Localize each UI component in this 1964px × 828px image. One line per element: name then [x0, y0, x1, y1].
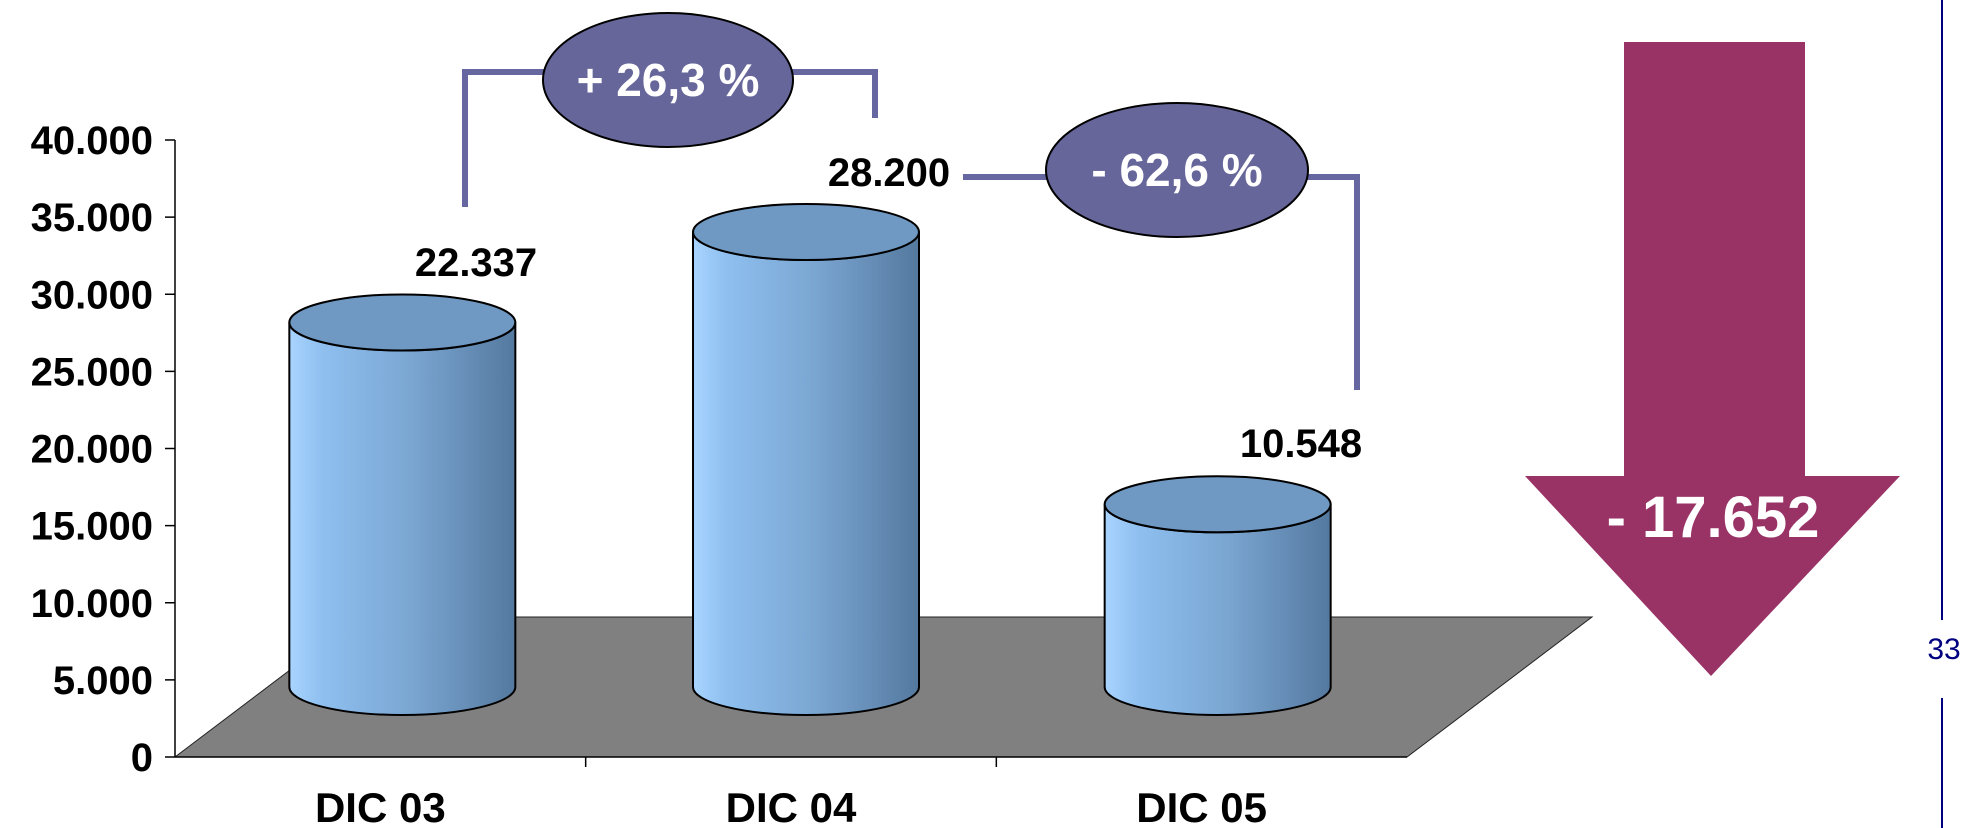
y-tick-label: 40.000 [31, 119, 153, 163]
bar-top [692, 203, 920, 262]
y-tick-label: 30.000 [31, 273, 153, 317]
bubble-change-03-04 [542, 12, 794, 148]
x-tick-label: DIC 04 [726, 784, 857, 828]
page-number: 33 [1927, 633, 1960, 666]
bubble-change-04-05 [1045, 102, 1309, 238]
bar-top [1103, 475, 1332, 534]
x-tick-label: DIC 05 [1136, 784, 1267, 828]
bar-body [288, 322, 517, 716]
y-tick-label: 35.000 [31, 196, 153, 240]
x-tick-label: DIC 03 [315, 784, 446, 828]
y-tick-label: 10.000 [31, 582, 153, 626]
y-tick-label: 0 [131, 736, 153, 780]
total-change-label: - 17.652 [1607, 485, 1820, 550]
bar-dic04 [692, 203, 920, 716]
total-change-arrow [1525, 42, 1900, 676]
bar-body [692, 231, 920, 716]
value-label-dic04: 28.200 [828, 151, 950, 195]
bar-dic03 [288, 293, 517, 716]
value-label-dic05: 10.548 [1240, 422, 1362, 466]
y-tick-label: 5.000 [53, 659, 153, 703]
value-label-dic03: 22.337 [415, 241, 537, 285]
bar-top [288, 293, 517, 352]
bar-body [1103, 504, 1332, 716]
y-ticks: 0 5.000 10.000 15.000 20.000 25.000 30.000 35.0… [31, 119, 175, 780]
y-tick-label: 15.000 [31, 505, 153, 549]
bars [288, 203, 1332, 716]
change-label-04-05: - 62,6 % [1091, 144, 1262, 196]
bar-dic05 [1103, 475, 1332, 716]
change-label-03-04: + 26,3 % [577, 54, 760, 106]
y-tick-label: 20.000 [31, 428, 153, 472]
y-tick-label: 25.000 [31, 350, 153, 394]
x-ticks: DIC 03 DIC 04 DIC 05 [315, 757, 1267, 828]
